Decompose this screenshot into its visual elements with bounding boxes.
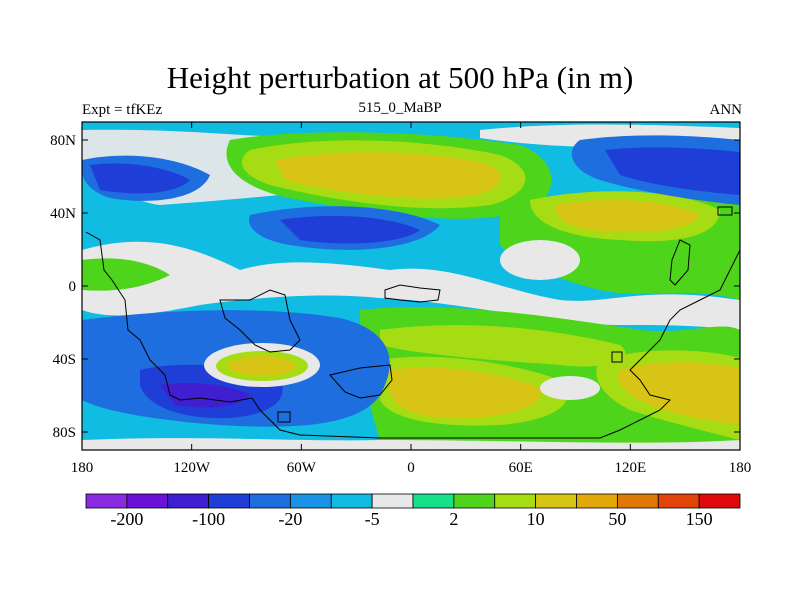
colorbar-swatch bbox=[412, 493, 455, 509]
x-tick-label: 0 bbox=[407, 460, 415, 476]
contour-field bbox=[82, 122, 740, 450]
colorbar-swatch bbox=[289, 493, 332, 509]
y-tick-label: 0 bbox=[69, 279, 77, 295]
longitude-axis: 180 120W 60W 0 60E 120E 180 bbox=[71, 122, 752, 476]
colorbar-label: -100 bbox=[192, 509, 225, 529]
colorbar-swatch bbox=[85, 493, 128, 509]
colorbar-swatch bbox=[494, 493, 537, 509]
x-tick-label: 60E bbox=[509, 460, 533, 476]
y-tick-label: 80N bbox=[50, 133, 76, 149]
latitude-axis: 80N 40N 0 40S 80S bbox=[50, 133, 740, 441]
experiment-label: Expt = tfKEz bbox=[82, 102, 163, 118]
plot-title: Height perturbation at 500 hPa (in m) bbox=[166, 60, 634, 95]
y-tick-label: 80S bbox=[53, 425, 76, 441]
colorbar-swatch bbox=[167, 493, 210, 509]
colorbar-label: -200 bbox=[110, 509, 143, 529]
colorbar: -200 -100 -20 -5 2 10 50 150 bbox=[85, 493, 741, 529]
colorbar-label: 10 bbox=[527, 509, 545, 529]
colorbar-label: 2 bbox=[449, 509, 458, 529]
x-tick-label: 120E bbox=[614, 460, 646, 476]
colorbar-swatch bbox=[371, 493, 414, 509]
colorbar-label: -20 bbox=[278, 509, 302, 529]
colorbar-label: 150 bbox=[686, 509, 713, 529]
colorbar-swatch bbox=[249, 493, 291, 509]
coastlines bbox=[85, 206, 740, 439]
colorbar-swatch bbox=[126, 493, 169, 509]
x-tick-label: 120W bbox=[173, 460, 211, 476]
colorbar-label: 50 bbox=[608, 509, 626, 529]
colorbar-swatch bbox=[208, 493, 250, 509]
x-tick-label: 60W bbox=[287, 460, 317, 476]
colorbar-swatch bbox=[698, 493, 741, 509]
y-tick-label: 40N bbox=[50, 206, 76, 222]
colorbar-swatch bbox=[535, 493, 577, 509]
period-label: 515_0_MaBP bbox=[358, 100, 442, 116]
colorbar-swatch bbox=[616, 493, 659, 509]
x-tick-label: 180 bbox=[729, 460, 752, 476]
y-tick-label: 40S bbox=[53, 352, 76, 368]
colorbar-swatch bbox=[657, 493, 700, 509]
colorbar-swatch bbox=[330, 493, 373, 509]
colorbar-label: -5 bbox=[365, 509, 380, 529]
colorbar-swatch bbox=[453, 493, 496, 509]
x-tick-label: 180 bbox=[71, 460, 94, 476]
colorbar-swatch bbox=[576, 493, 618, 509]
season-label: ANN bbox=[709, 102, 743, 118]
